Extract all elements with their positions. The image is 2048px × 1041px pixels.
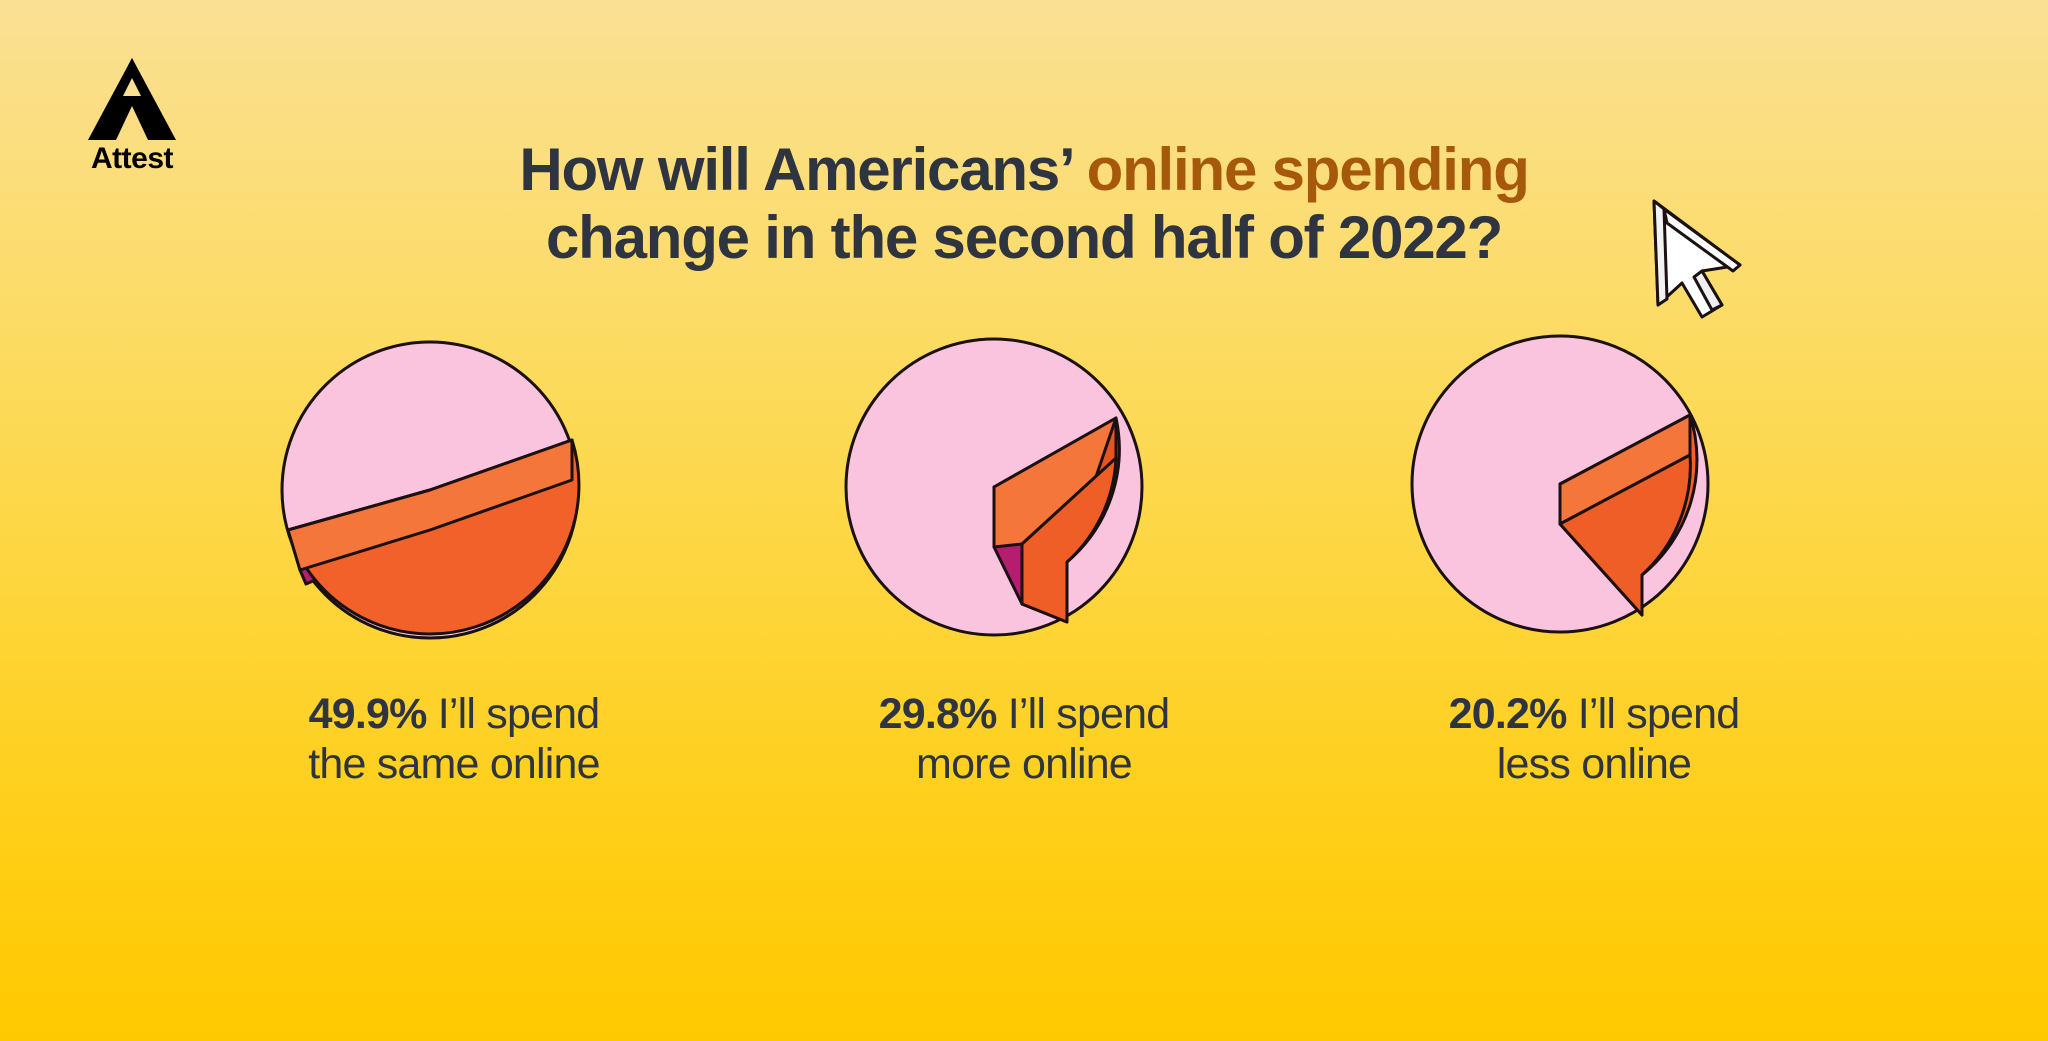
page-title-line-1: How will Americans’ online spending [300, 136, 1748, 204]
chart-1-caption-text-2: the same online [308, 739, 600, 788]
chart-caption-1-line-1: 49.9% I’ll spend [308, 690, 601, 740]
chart-3-caption-text-2: less online [1496, 739, 1692, 788]
chart-3-caption-text-1: I’ll spend [1577, 690, 1741, 738]
chart-cell-3: 20.2% I’ll spend less online [1374, 332, 1814, 790]
chart-2-percent: 29.8% [878, 690, 998, 738]
pie-chart-3 [1394, 332, 1794, 662]
chart-caption-3-line-1: 20.2% I’ll spend [1448, 690, 1741, 740]
pie-3-slice-front-face [1558, 453, 1692, 617]
brand-name: Attest [90, 142, 174, 175]
chart-1-caption-text-1: I’ll spend [437, 690, 601, 738]
chart-caption-2-line-1: 29.8% I’ll spend [878, 690, 1171, 740]
chart-2-caption-text-2: more online [916, 739, 1133, 788]
charts-row: 49.9% I’ll spend the same online [0, 332, 2048, 790]
chart-caption-3: 20.2% I’ll spend less online [1448, 690, 1741, 790]
pie-chart-1-svg [280, 340, 581, 640]
mouse-pointer-arrow-icon [1652, 199, 1742, 319]
chart-1-percent: 49.9% [308, 690, 428, 738]
page-title-highlight-text: online spending [1086, 136, 1530, 204]
chart-caption-1: 49.9% I’ll spend the same online [308, 690, 600, 790]
chart-2-caption-text-1: I’ll spend [1007, 690, 1171, 738]
page-title-plain-text: How will Americans’ [519, 136, 1087, 204]
pie-chart-1 [254, 332, 654, 662]
pie-chart-3-svg [1410, 334, 1710, 634]
pie-2-slice-front-face [1020, 456, 1118, 624]
pie-chart-2-svg [844, 337, 1144, 637]
page-title: How will Americans’ online spending chan… [0, 136, 2048, 272]
chart-3-percent: 20.2% [1448, 690, 1568, 738]
pie-chart-2 [824, 332, 1224, 662]
chart-caption-2: 29.8% I’ll spend more online [878, 690, 1171, 790]
chart-cell-1: 49.9% I’ll spend the same online [234, 332, 674, 790]
chart-cell-2: 29.8% I’ll spend more online [804, 332, 1244, 790]
page-title-line-2: change in the second half of 2022? [545, 203, 1503, 271]
brand-logo: Attest [62, 56, 202, 174]
pie-1-slice-bevel [286, 438, 574, 572]
attest-triangle-logo-icon [88, 58, 176, 140]
